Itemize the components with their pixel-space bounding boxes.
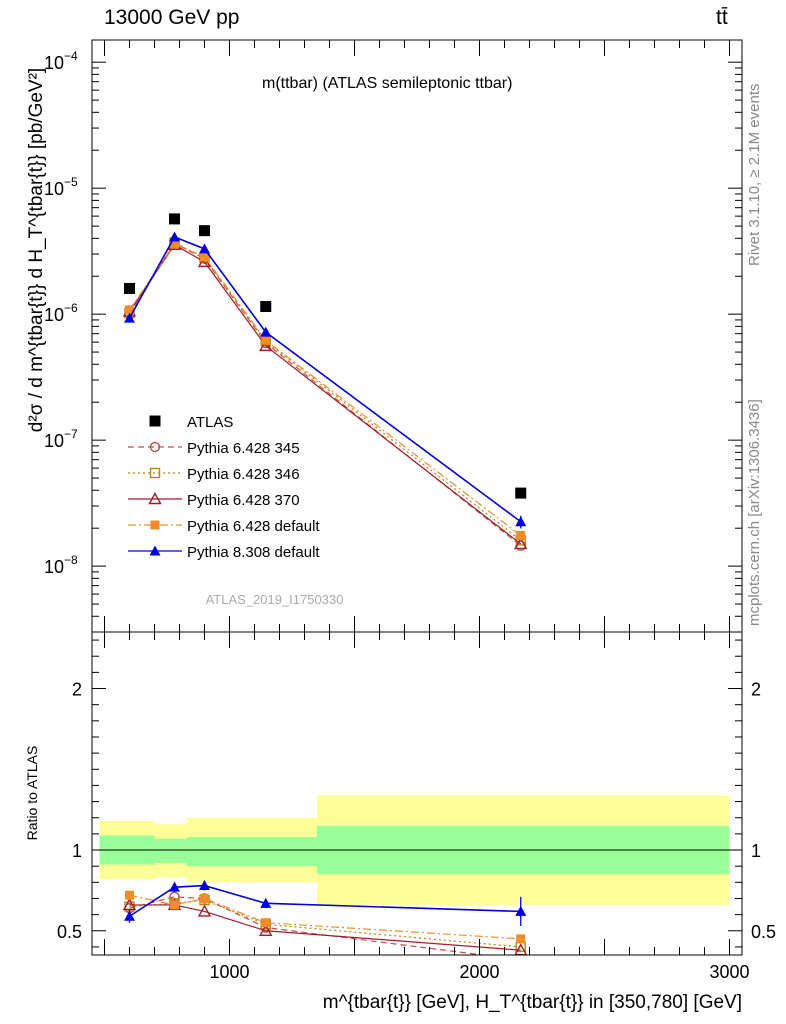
data-point — [261, 335, 271, 345]
ratio-point — [169, 881, 180, 892]
chart-title: m(ttbar) (ATLAS semileptonic ttbar) — [262, 75, 512, 92]
ratio-point — [259, 923, 273, 936]
legend-label: Pythia 8.308 default — [187, 544, 320, 561]
y-tick-label-exponent: −4 — [64, 49, 78, 63]
data-point — [200, 252, 209, 262]
data-point — [260, 301, 272, 313]
y-tick-label: 10 — [44, 431, 64, 451]
uncertainty-band-inner — [154, 838, 187, 863]
data-point — [515, 487, 527, 499]
data-point — [170, 239, 179, 249]
ratio-point — [516, 934, 526, 944]
ratio-y-tick-label: 0.5 — [57, 922, 82, 942]
data-point — [124, 282, 135, 294]
ratio-line-2 — [129, 904, 521, 951]
data-point — [260, 326, 272, 337]
energy-label: 13000 GeV pp — [104, 6, 240, 29]
ratio-line-0 — [129, 896, 488, 955]
y-tick-label: 10 — [44, 179, 64, 199]
y-tick-label-exponent: −8 — [64, 553, 78, 567]
ratio-y-tick-label: 2 — [72, 680, 82, 700]
y-tick-label-exponent: −5 — [64, 175, 78, 189]
ratio-y-tick-label-right: 2 — [751, 680, 761, 700]
data-point — [515, 516, 527, 527]
data-point — [514, 536, 528, 550]
process-label: tt̄ — [716, 6, 728, 29]
y-tick-label: 10 — [44, 557, 64, 577]
data-point — [169, 213, 180, 225]
ratio-point — [124, 910, 135, 921]
watermark-label: ATLAS_2019_I1750330 — [206, 592, 344, 607]
ratio-point — [122, 897, 137, 911]
y-tick-label-exponent: −6 — [64, 301, 78, 315]
data-point — [199, 225, 210, 237]
data-point — [124, 312, 135, 323]
y-axis-label: d²σ / d m^{tbar{t}} d H_T^{tbar{t}} [pb/… — [26, 68, 47, 432]
legend-marker — [149, 545, 161, 556]
legend-marker — [150, 520, 160, 530]
legend-label: Pythia 6.428 default — [187, 518, 320, 535]
y-tick-label-exponent: −7 — [64, 427, 78, 441]
legend-label: Pythia 6.428 370 — [187, 492, 300, 509]
y-tick-label: 10 — [44, 53, 64, 73]
data-point — [125, 305, 134, 315]
ratio-point — [518, 954, 523, 955]
ratio-point — [125, 890, 134, 900]
ratio-point — [260, 897, 272, 908]
legend-label: ATLAS — [187, 414, 233, 431]
data-point — [259, 338, 273, 352]
ratio-y-tick-label: 1 — [72, 841, 82, 861]
legend-label: Pythia 6.428 346 — [187, 466, 300, 483]
ratio-line-1 — [129, 899, 521, 948]
ratio-point — [170, 900, 179, 910]
legend-marker — [148, 492, 162, 505]
data-point — [516, 531, 526, 541]
uncertainty-band-inner — [187, 837, 317, 867]
ratio-y-axis-label: Ratio to ATLAS — [24, 746, 40, 841]
ratio-point — [261, 918, 271, 928]
legend-label: Pythia 6.428 345 — [187, 440, 300, 457]
x-tick-label: 1000 — [209, 962, 249, 982]
legend-marker — [149, 441, 161, 453]
ratio-point — [200, 893, 209, 903]
x-tick-label: 3000 — [709, 962, 749, 982]
ratio-frame — [91, 631, 743, 956]
legend-marker — [149, 467, 161, 479]
ratio-point — [515, 905, 527, 916]
ratio-point — [199, 880, 210, 891]
y-tick-label: 10 — [44, 305, 64, 325]
ratio-y-tick-label-right: 1 — [751, 841, 761, 861]
data-point — [169, 231, 180, 242]
x-axis-label: m^{tbar{t}} [GeV], H_T^{tbar{t}} in [350… — [323, 992, 742, 1013]
ratio-point — [197, 904, 212, 917]
ratio-y-tick-label-right: 0.5 — [751, 922, 776, 942]
x-tick-label: 2000 — [459, 962, 499, 982]
legend-marker — [149, 415, 161, 427]
data-point — [199, 243, 210, 254]
